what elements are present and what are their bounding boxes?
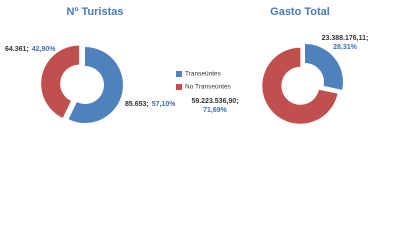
chart: Nº Turistas 85.653; 57,10% 64.361; 42,90% Gas… (5, 6, 369, 124)
data-label: 85.653; 57,10% (125, 101, 176, 108)
percent-label: 71,69% (203, 107, 228, 114)
page: {"chart_data": [ {"type": "pie", "title"… (5, 5, 369, 124)
legend-swatch (176, 71, 182, 77)
slice (68, 47, 124, 123)
percent-label: 42,90% (32, 46, 57, 53)
legend-swatch (176, 84, 182, 90)
percent-label: 57,10% (152, 101, 177, 108)
data-label: 64.361; 42,90% (5, 46, 56, 53)
value-label: 59.223.536,90; (191, 98, 238, 105)
slice (41, 45, 80, 118)
value-label: 64.361; (5, 46, 29, 53)
chart-title: Nº Turistas (67, 6, 124, 18)
value-label: 85.653; (125, 101, 149, 108)
slice (305, 44, 343, 90)
chart-title: Gasto Total (270, 6, 330, 18)
slice (262, 47, 338, 124)
legend-label: Transeúntes (185, 71, 222, 78)
percent-label: 28,31% (333, 44, 358, 51)
legend-label: No Transeúntes (185, 84, 232, 91)
value-label: 23.388.176,11; (322, 35, 369, 42)
